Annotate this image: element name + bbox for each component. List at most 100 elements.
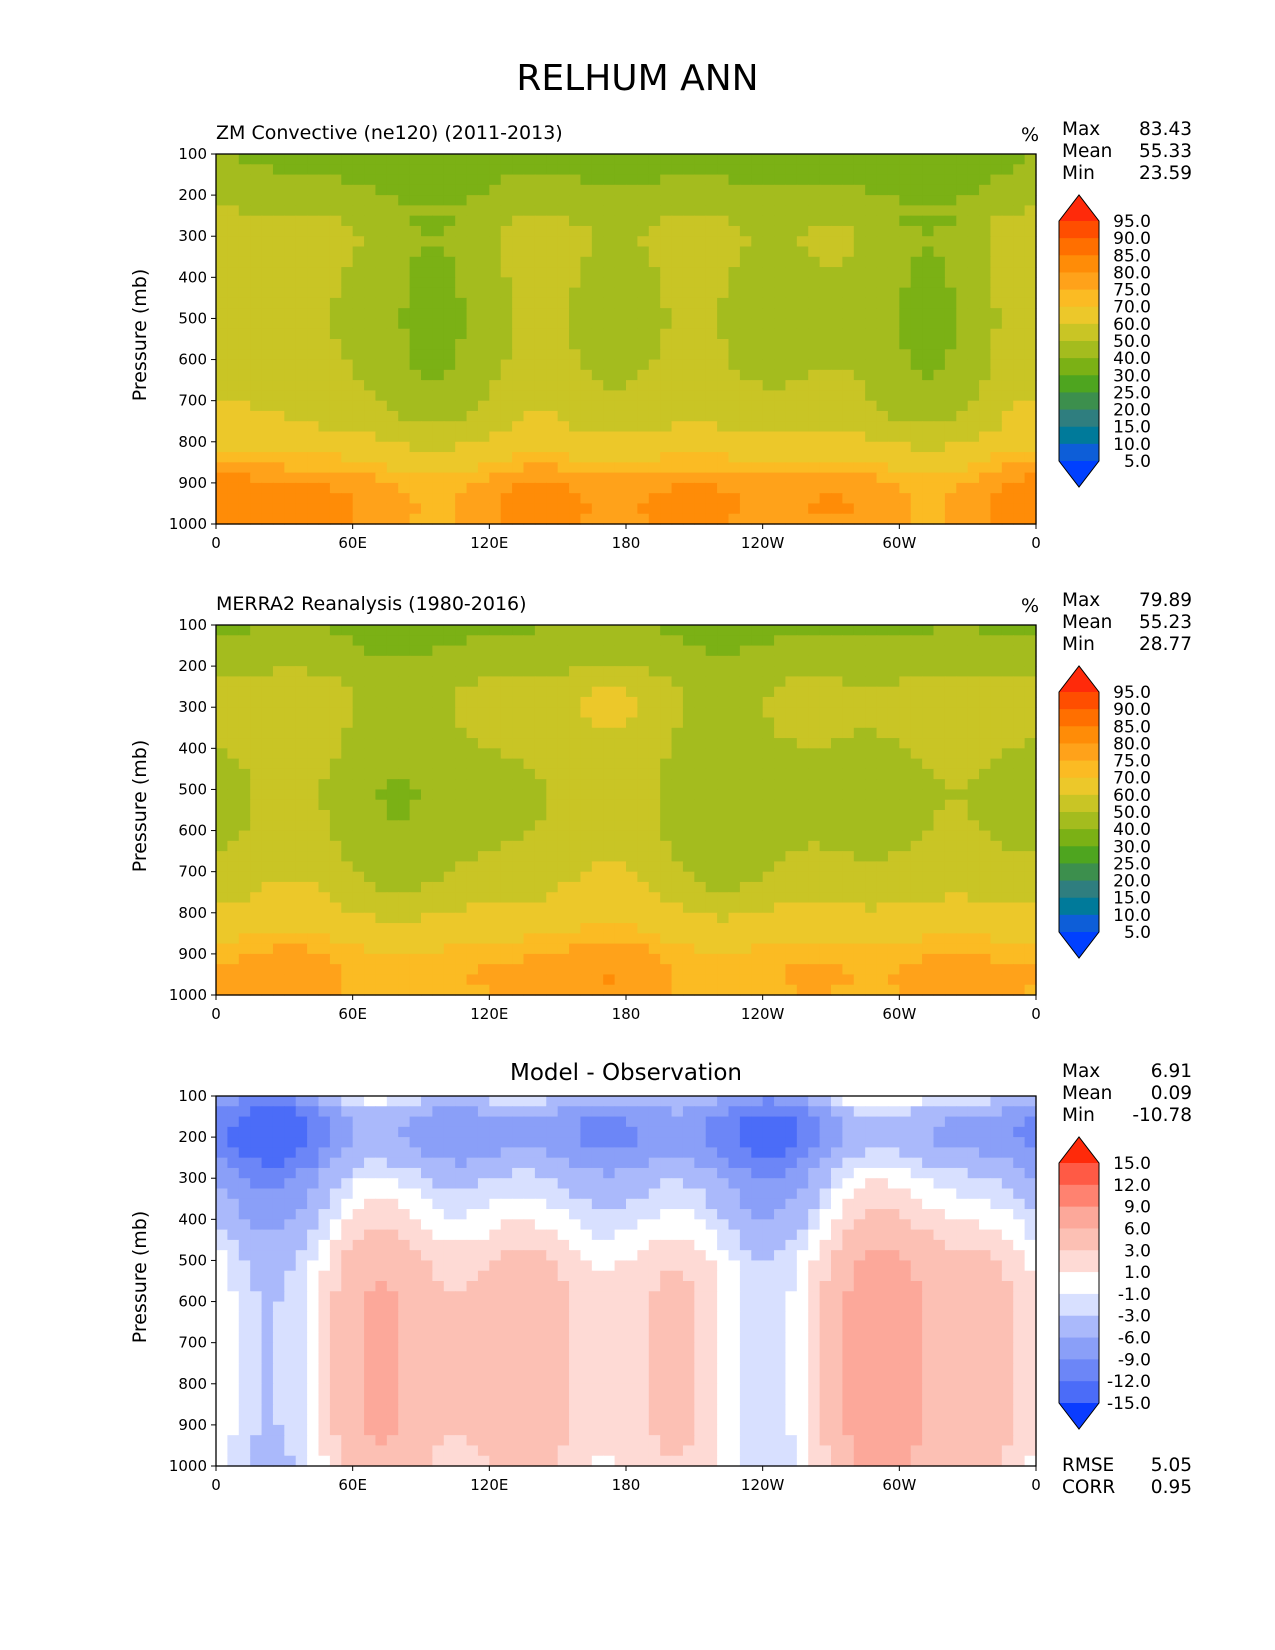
field-cell	[660, 493, 673, 505]
field-cell	[876, 256, 889, 268]
field-cell	[489, 861, 502, 873]
field-cell	[569, 625, 582, 636]
field-cell	[409, 799, 422, 811]
field-cell	[466, 328, 479, 340]
field-cell	[603, 676, 616, 688]
field-cell	[785, 820, 798, 832]
field-cell	[648, 840, 661, 852]
field-cell	[671, 256, 684, 268]
field-cell	[682, 256, 695, 268]
field-cell	[728, 923, 741, 934]
stat-mean-label: Mean	[1062, 612, 1113, 633]
field-cell	[580, 645, 593, 657]
field-cell	[739, 881, 752, 893]
field-cell	[796, 164, 809, 176]
field-cell	[432, 369, 445, 381]
field-cell	[489, 287, 502, 299]
field-cell	[865, 635, 878, 647]
field-cell	[284, 686, 297, 698]
field-cell	[717, 236, 730, 248]
field-cell	[660, 277, 673, 289]
field-cell	[944, 359, 957, 371]
field-cell	[557, 851, 570, 862]
field-cell	[648, 452, 661, 463]
field-cell	[933, 195, 946, 206]
field-cell	[819, 174, 832, 186]
field-cell	[523, 779, 536, 791]
field-cell	[705, 738, 718, 749]
field-cell	[979, 871, 992, 883]
field-cell	[512, 717, 525, 729]
field-cell	[796, 410, 809, 422]
field-cell	[637, 655, 650, 667]
field-cell	[307, 912, 320, 924]
field-cell	[842, 195, 855, 206]
field-cell	[580, 349, 593, 361]
field-cell	[409, 205, 422, 217]
field-cell	[569, 676, 582, 688]
field-cell	[329, 645, 342, 657]
field-cell	[432, 943, 445, 955]
field-cell	[272, 758, 285, 770]
field-cell	[216, 225, 228, 237]
field-cell	[956, 830, 969, 842]
field-cell	[466, 655, 479, 667]
field-cell	[591, 789, 604, 801]
field-cell	[967, 799, 980, 811]
field-cell	[409, 277, 422, 289]
field-cell	[922, 666, 935, 677]
field-cell	[853, 482, 866, 494]
field-cell	[603, 779, 616, 791]
field-cell	[534, 328, 547, 340]
field-cell	[216, 277, 228, 289]
field-cell	[443, 799, 456, 811]
field-cell	[318, 154, 331, 165]
field-cell	[534, 676, 547, 688]
field-cell	[341, 923, 354, 934]
field-cell	[922, 174, 935, 186]
field-cell	[352, 881, 365, 893]
field-cell	[1013, 503, 1026, 515]
field-cell	[216, 933, 228, 945]
field-cell	[1013, 246, 1026, 258]
field-cell	[944, 441, 957, 453]
field-cell	[922, 339, 935, 350]
field-cell	[933, 943, 946, 955]
field-cell	[546, 349, 559, 361]
field-cell	[637, 380, 650, 391]
field-cell	[819, 267, 832, 278]
field-cell	[341, 184, 354, 196]
field-cell	[648, 861, 661, 873]
field-cell	[432, 717, 445, 729]
field-cell	[546, 727, 559, 739]
field-cell	[819, 696, 832, 708]
field-cell	[295, 441, 308, 453]
field-cell	[728, 748, 741, 760]
field-cell	[694, 184, 707, 196]
field-cell	[364, 339, 377, 350]
field-cell	[990, 881, 1003, 893]
field-cell	[364, 871, 377, 883]
field-cell	[910, 441, 923, 453]
field-cell	[808, 923, 821, 934]
field-cell	[819, 277, 832, 289]
field-cell	[705, 912, 718, 924]
field-cell	[1013, 768, 1026, 780]
field-cell	[785, 184, 798, 196]
field-cell	[1013, 215, 1026, 227]
field-cell	[739, 205, 752, 217]
field-cell	[386, 840, 399, 852]
field-cell	[466, 707, 479, 719]
field-cell	[591, 256, 604, 268]
field-cell	[899, 267, 912, 278]
field-cell	[250, 923, 263, 934]
field-cell	[1024, 277, 1037, 289]
field-cell	[1013, 892, 1026, 904]
field-cell	[899, 635, 912, 647]
field-cell	[933, 472, 946, 484]
field-cell	[728, 493, 741, 505]
field-cell	[796, 174, 809, 186]
field-cell	[546, 410, 559, 422]
field-cell	[512, 696, 525, 708]
field-cell	[261, 318, 274, 330]
